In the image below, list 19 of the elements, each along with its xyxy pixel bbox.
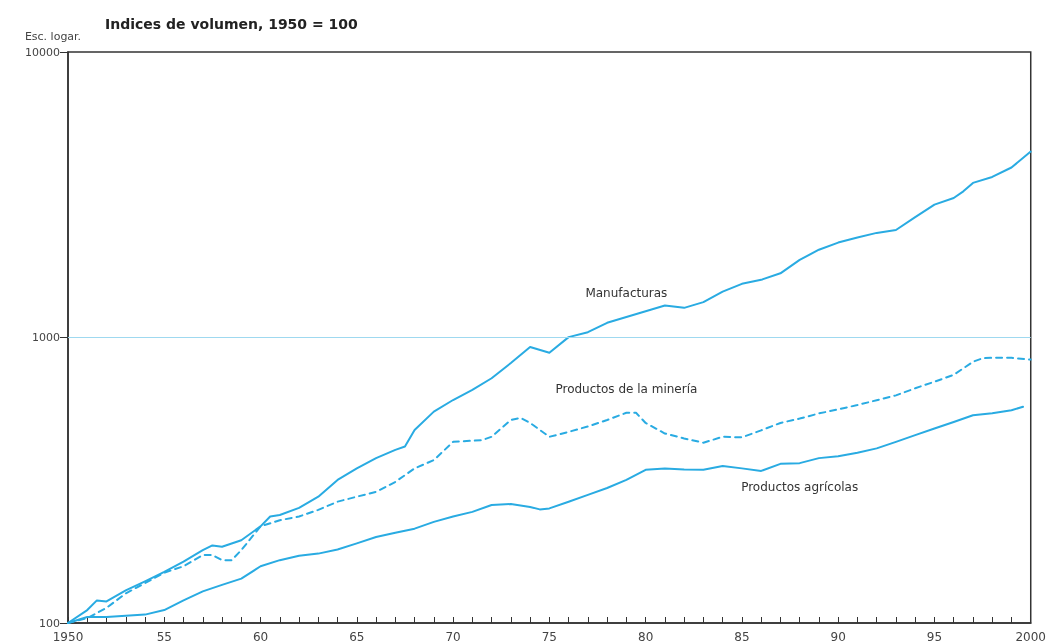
- y-tick-label: 100: [39, 616, 60, 630]
- series-label: Productos agrícolas: [741, 480, 859, 495]
- x-tick-label: 75: [541, 630, 558, 644]
- chart-title: Indices de volumen, 1950 = 100: [105, 16, 359, 32]
- x-tick-label: 80: [638, 630, 654, 644]
- x-tick-label: 65: [349, 630, 365, 644]
- x-tick-label: 1950: [52, 630, 84, 644]
- x-tick-label: 70: [445, 630, 461, 644]
- x-tick-label: 90: [830, 630, 846, 644]
- y-axis-title: Esc. logar.: [24, 30, 82, 43]
- x-tick-label: 55: [156, 630, 172, 644]
- series-label: Manufacturas: [585, 285, 668, 300]
- x-tick-label: 2000: [1015, 630, 1046, 644]
- series-label: Productos de la minería: [555, 381, 698, 396]
- x-tick-label: 60: [252, 630, 269, 644]
- x-tick-label: 95: [926, 630, 943, 644]
- y-tick-label: 1000: [32, 331, 60, 344]
- x-tick-label: 85: [734, 630, 750, 644]
- y-tick-label: 10000: [25, 45, 60, 59]
